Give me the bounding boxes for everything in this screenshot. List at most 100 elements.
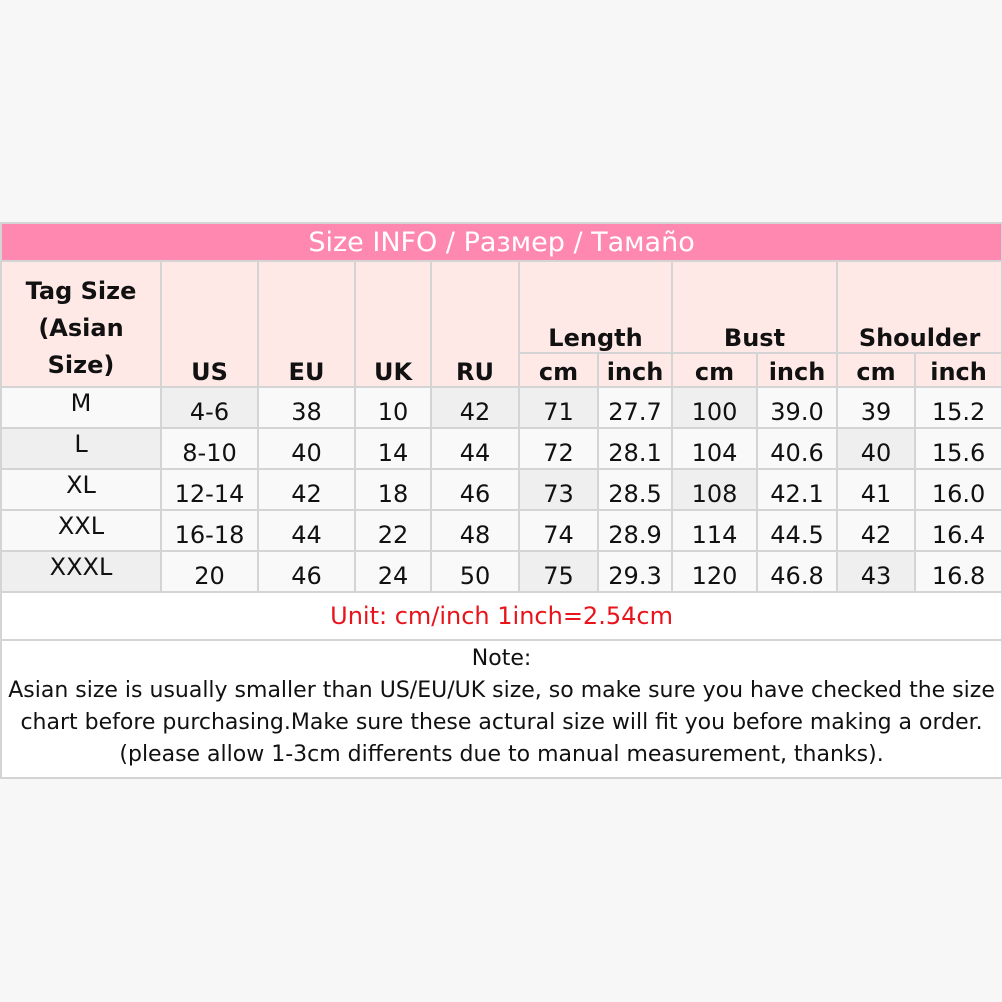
cell-length-cm: 74: [518, 509, 599, 552]
cell-value: 27.7: [608, 398, 662, 426]
cell-length-cm: 73: [518, 468, 599, 511]
cell-value: 44: [291, 521, 322, 549]
cell-value: 42.1: [770, 480, 824, 508]
cell-value: 16-18: [174, 521, 245, 549]
cell-value: 15.2: [931, 398, 986, 426]
cell-value: 15.6: [931, 439, 986, 467]
cell-uk: 18: [354, 468, 432, 511]
cell-value: 16.4: [931, 521, 986, 549]
header-shoulder-cm: cm: [836, 352, 916, 388]
header-length: Length: [518, 260, 673, 354]
cell-tag-size: XXXL: [0, 550, 162, 593]
table-row: M 4-6 38 10 42 71 27.7 100 39.0 39 15.2: [0, 386, 1002, 429]
header-us: US: [160, 260, 259, 388]
cell-value: 4-6: [189, 398, 230, 426]
cell-value: 41: [860, 480, 892, 508]
cell-bust-inch: 44.5: [756, 509, 838, 552]
cell-ru: 46: [430, 468, 520, 511]
cell-tag-size: XL: [0, 468, 162, 511]
cell-us: 8-10: [160, 427, 259, 470]
cell-eu: 38: [257, 386, 356, 429]
cell-bust-inch: 39.0: [756, 386, 838, 429]
cell-ru: 48: [430, 509, 520, 552]
cell-length-inch: 29.3: [597, 550, 673, 593]
cell-value: 100: [691, 398, 738, 426]
cell-ru: 44: [430, 427, 520, 470]
cell-bust-inch: 46.8: [756, 550, 838, 593]
cell-value: 40: [860, 439, 892, 467]
table-row: XL 12-14 42 18 46 73 28.5 108 42.1 41 16.0: [0, 468, 1002, 511]
cell-length-inch: 28.1: [597, 427, 673, 470]
cell-value: 18: [377, 480, 409, 508]
header-bust-inch: inch: [756, 352, 838, 388]
cell-value: 75: [543, 562, 574, 590]
table-row: XXXL 20 46 24 50 75 29.3 120 46.8 43 16.8: [0, 550, 1002, 593]
cell-value: 114: [691, 521, 738, 549]
header-shoulder-inch: inch: [913, 352, 1002, 388]
cell-value: 44: [459, 439, 491, 467]
cell-value: 38: [291, 398, 322, 426]
cell-length-cm: 71: [518, 386, 599, 429]
cell-value: 44.5: [770, 521, 824, 549]
cell-length-inch: 27.7: [597, 386, 673, 429]
cell-uk: 22: [354, 509, 432, 552]
cell-bust-cm: 104: [671, 427, 758, 470]
cell-shoulder-inch: 15.2: [913, 386, 1002, 429]
cell-us: 16-18: [160, 509, 259, 552]
cell-value: 42: [291, 480, 322, 508]
cell-us: 20: [160, 550, 259, 593]
cell-value: 48: [459, 521, 491, 549]
chart-title: Size INFO / Размер / Тамаño: [0, 222, 1002, 262]
cell-value: 40.6: [770, 439, 824, 467]
cell-bust-cm: 108: [671, 468, 758, 511]
header-length-cm: cm: [518, 352, 599, 388]
size-chart-table: Size INFO / Размер / Тамаño Tag Size (As…: [0, 222, 1002, 779]
cell-value: 20: [194, 562, 225, 590]
cell-value: 42: [860, 521, 892, 549]
cell-length-cm: 75: [518, 550, 599, 593]
cell-value: L: [74, 430, 88, 458]
cell-shoulder-inch: 16.4: [913, 509, 1002, 552]
cell-shoulder-cm: 43: [836, 550, 916, 593]
cell-value: 28.5: [608, 480, 662, 508]
cell-length-inch: 28.9: [597, 509, 673, 552]
cell-bust-cm: 100: [671, 386, 758, 429]
cell-value: 42: [459, 398, 491, 426]
cell-value: 50: [459, 562, 491, 590]
cell-value: 73: [543, 480, 574, 508]
header-eu: EU: [257, 260, 356, 388]
header-uk: UK: [354, 260, 432, 388]
cell-value: 28.1: [608, 439, 662, 467]
cell-eu: 40: [257, 427, 356, 470]
cell-value: 39: [860, 398, 892, 426]
cell-value: 43: [860, 562, 892, 590]
cell-uk: 14: [354, 427, 432, 470]
cell-tag-size: XXL: [0, 509, 162, 552]
cell-value: 24: [377, 562, 409, 590]
cell-eu: 42: [257, 468, 356, 511]
cell-ru: 42: [430, 386, 520, 429]
header-length-inch: inch: [597, 352, 673, 388]
cell-value: 46: [459, 480, 491, 508]
cell-us: 4-6: [160, 386, 259, 429]
unit-note: Unit: cm/inch 1inch=2.54cm: [0, 591, 1002, 641]
cell-value: 8-10: [182, 439, 237, 467]
header-shoulder: Shoulder: [835, 260, 1002, 354]
cell-value: 40: [291, 439, 322, 467]
table-row: L 8-10 40 14 44 72 28.1 104 40.6 40 15.6: [0, 427, 1002, 470]
header-bust: Bust: [671, 260, 838, 354]
note-cell: Note: Asian size is usually smaller than…: [0, 639, 1002, 779]
cell-length-cm: 72: [518, 427, 599, 470]
table-row: XXL 16-18 44 22 48 74 28.9 114 44.5 42 16.4: [0, 509, 1002, 552]
cell-eu: 44: [257, 509, 356, 552]
cell-eu: 46: [257, 550, 356, 593]
header-bust-cm: cm: [671, 352, 758, 388]
cell-uk: 24: [354, 550, 432, 593]
header-ru: RU: [430, 260, 520, 388]
cell-value: 16.8: [931, 562, 986, 590]
cell-bust-inch: 40.6: [756, 427, 838, 470]
cell-bust-cm: 114: [671, 509, 758, 552]
cell-value: 10: [377, 398, 409, 426]
cell-value: 72: [543, 439, 574, 467]
cell-shoulder-cm: 39: [836, 386, 916, 429]
